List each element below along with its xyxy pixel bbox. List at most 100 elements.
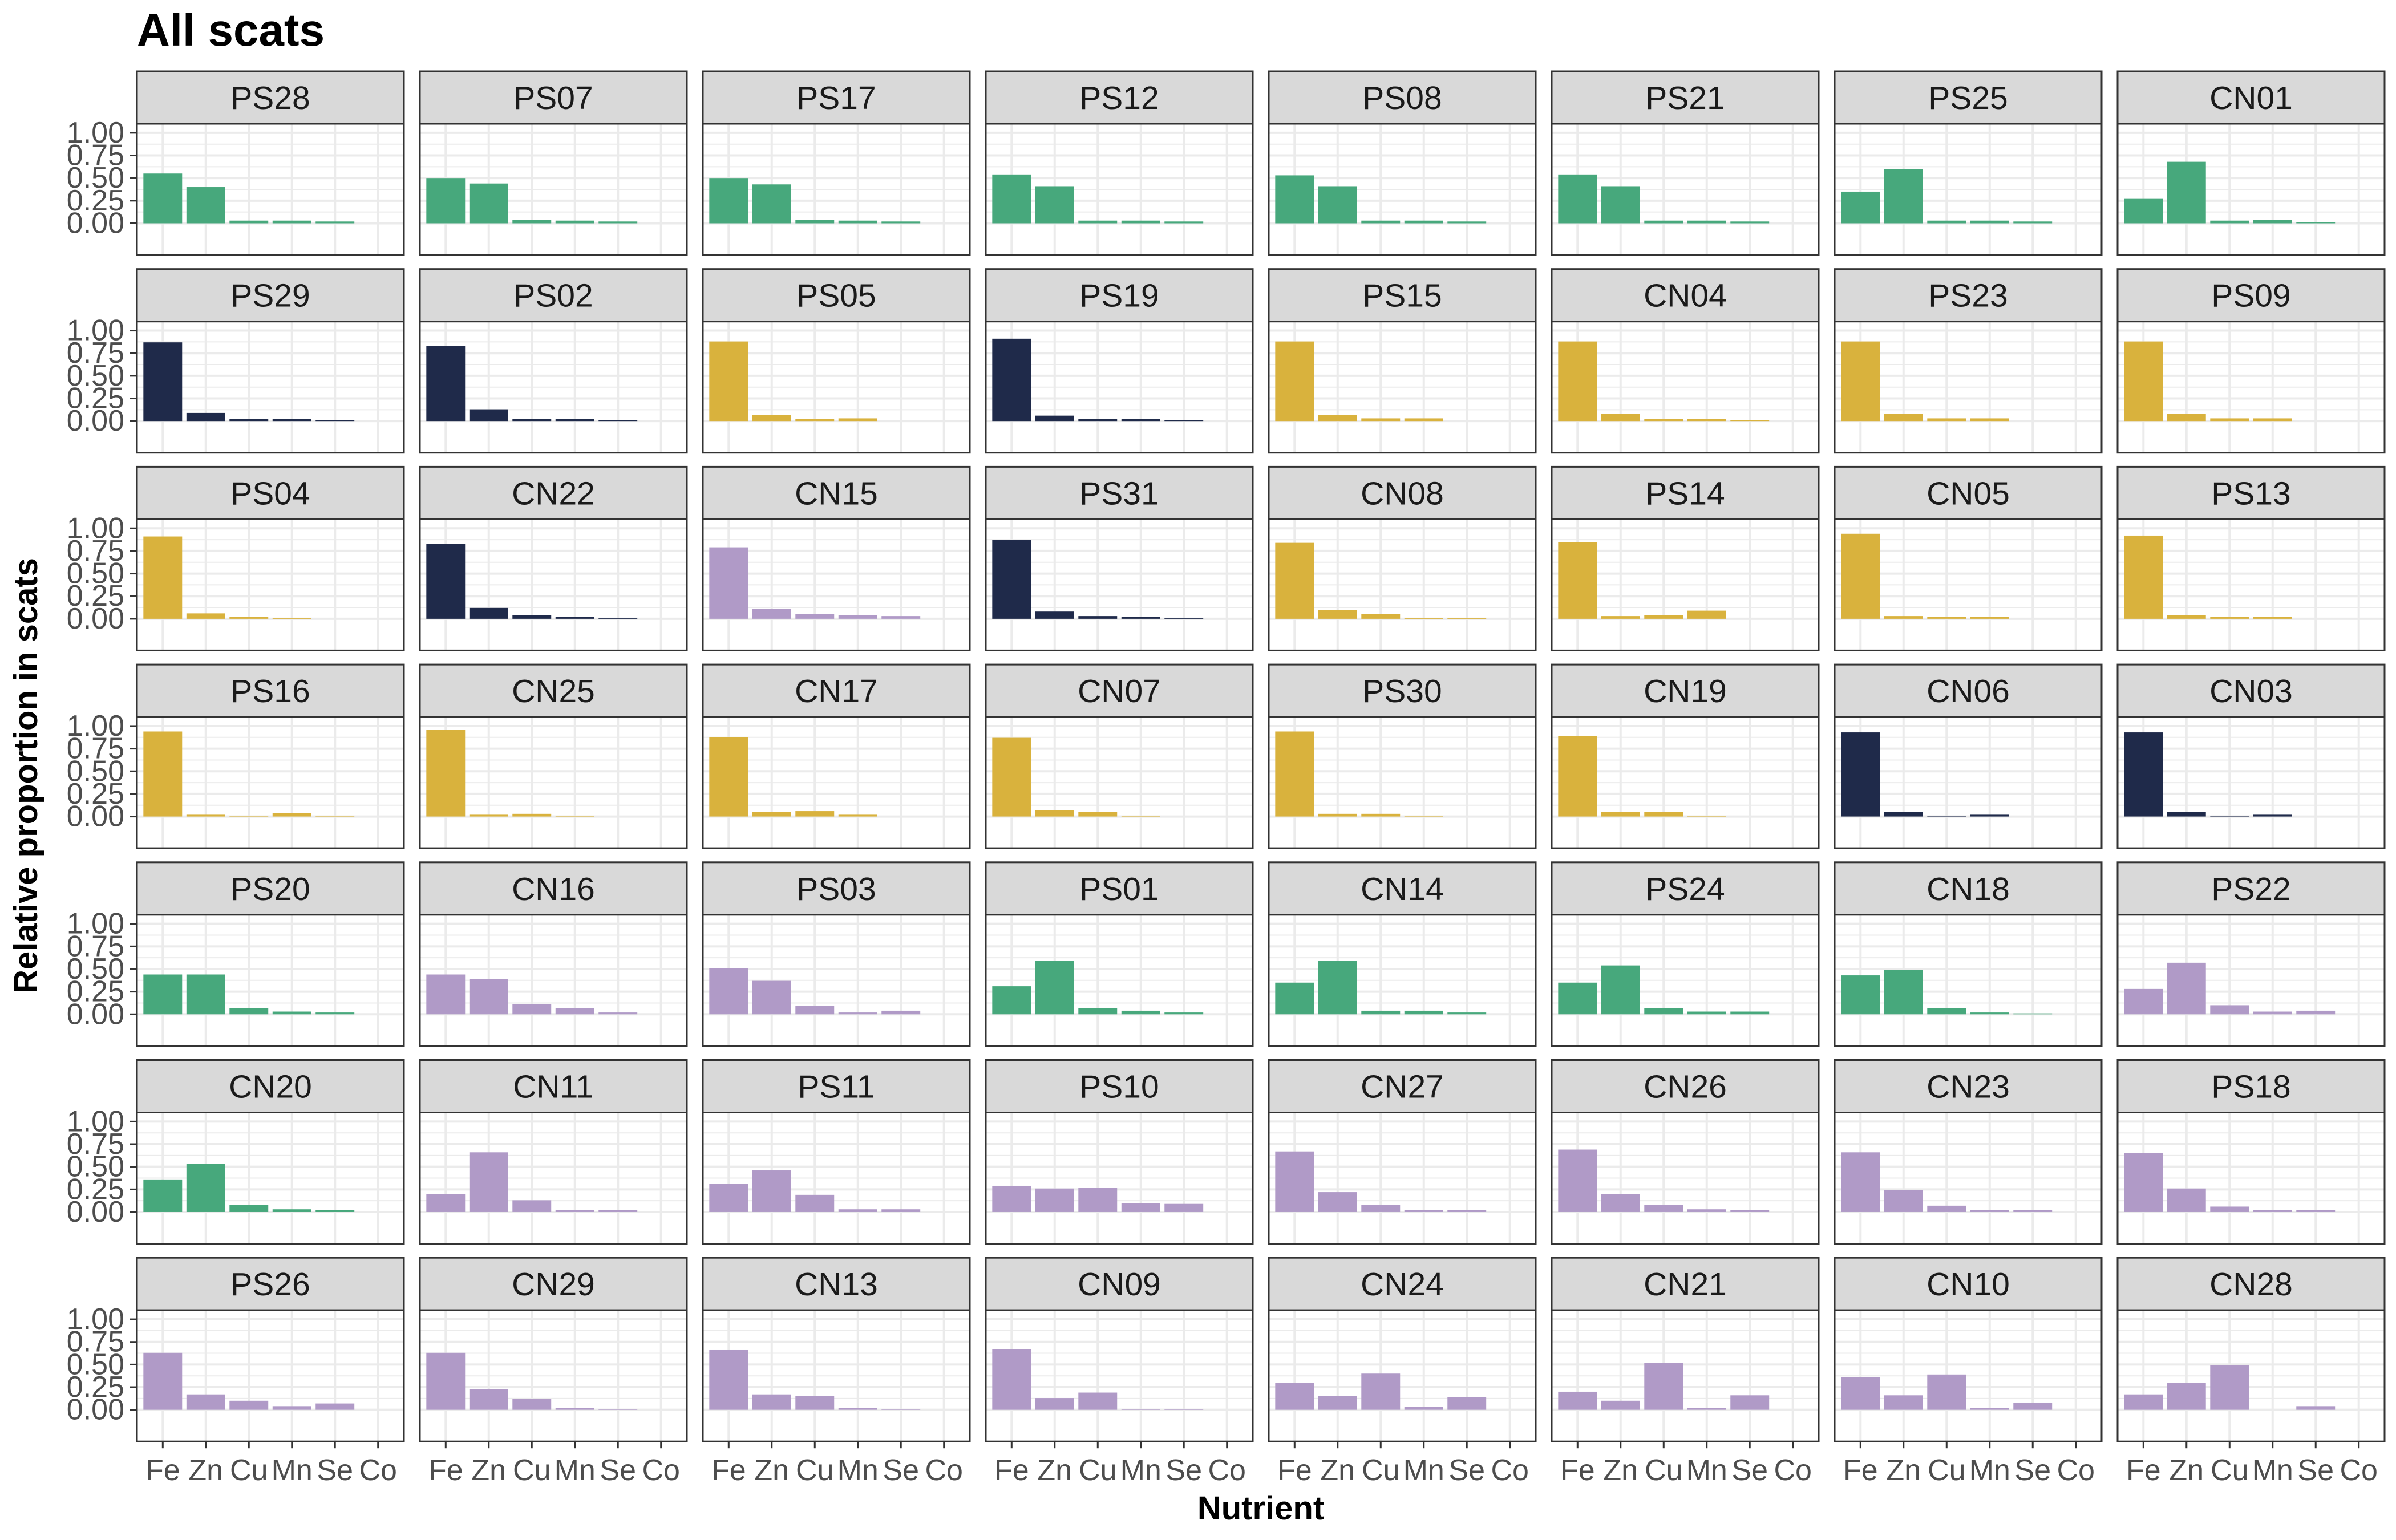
bar-Se	[1164, 1409, 1204, 1410]
strip-label: CN06	[1926, 673, 2010, 710]
strip-label: PS15	[1362, 278, 1442, 314]
bar-Mn	[272, 1011, 311, 1015]
bar-Se	[2013, 221, 2053, 224]
bar-Se	[881, 616, 921, 619]
y-tick-label: 0.00	[67, 998, 124, 1031]
panel-border	[1834, 716, 2103, 849]
bar-Mn	[1404, 815, 1443, 817]
facet-panel: PS01	[985, 861, 1254, 1047]
strip-background	[419, 1257, 688, 1311]
facet-panel: CN21 Fe Zn Cu Mn Se Co	[1551, 1257, 1820, 1487]
bar-Mn	[1404, 418, 1443, 422]
facet-panel: CN20 0.000.250.500.751.00	[67, 1059, 405, 1245]
bar-Cu	[1361, 1205, 1401, 1212]
strip-label: CN27	[1361, 1069, 1444, 1105]
x-tick-label: Zn	[2169, 1454, 2204, 1487]
x-tick-label: Zn	[754, 1454, 789, 1487]
bar-Zn	[752, 184, 791, 224]
bar-Fe	[143, 1352, 183, 1410]
x-tick-label: Zn	[188, 1454, 223, 1487]
strip-label: CN14	[1361, 871, 1444, 907]
strip-label: CN09	[1078, 1266, 1161, 1303]
strip-label: CN13	[795, 1266, 878, 1303]
bar-Fe	[709, 1349, 748, 1410]
x-tick-label: Zn	[1603, 1454, 1638, 1487]
y-tick-label: 0.50	[67, 755, 124, 788]
bar-Mn	[838, 220, 877, 224]
y-tick-label: 0.00	[67, 1195, 124, 1229]
bar-Se	[598, 420, 638, 422]
bar-Zn	[1035, 186, 1074, 224]
bar-Fe	[1275, 341, 1314, 422]
bar-Se	[2013, 1210, 2053, 1212]
x-tick-label: Mn	[555, 1454, 596, 1487]
bar-Zn	[1035, 1188, 1074, 1212]
facet-panel: CN10 Fe Zn Cu Mn Se Co	[1834, 1257, 2103, 1487]
facet-panel: CN24 Fe Zn Cu Mn Se Co	[1268, 1257, 1537, 1487]
bar-Zn	[1601, 616, 1640, 619]
facet-panel: PS08	[1268, 70, 1537, 256]
bar-Zn	[1318, 961, 1357, 1015]
bar-Mn	[1970, 220, 2009, 224]
bar-Cu	[795, 614, 835, 619]
x-tick-label: Se	[317, 1454, 353, 1487]
bar-Cu	[512, 1004, 552, 1015]
facet-panel: PS12	[985, 70, 1254, 256]
bar-Zn	[1601, 812, 1640, 817]
x-tick-label: Fe	[1277, 1454, 1312, 1487]
strip-background	[702, 70, 971, 125]
x-tick-label: Co	[925, 1454, 962, 1487]
bar-Cu	[1644, 1363, 1683, 1410]
facet-panel: CN19	[1551, 663, 1820, 849]
bar-Se	[1730, 420, 1770, 422]
panel-border	[419, 518, 688, 651]
panel-border	[1551, 716, 1820, 849]
bar-Zn	[186, 187, 225, 224]
panel-border	[136, 123, 405, 256]
x-tick-label: Co	[1208, 1454, 1245, 1487]
strip-background	[136, 861, 405, 916]
strip-label: PS25	[1928, 80, 2008, 116]
bar-Se	[1730, 1395, 1770, 1410]
panel-border	[702, 321, 971, 454]
x-tick-label: Mn	[1686, 1454, 1727, 1487]
x-tick-label: Co	[2057, 1454, 2094, 1487]
bar-Fe	[1275, 982, 1314, 1015]
bar-Zn	[186, 974, 225, 1015]
bar-Fe	[709, 736, 748, 817]
x-tick-label: Co	[359, 1454, 396, 1487]
bar-Cu	[795, 811, 835, 817]
bar-Cu	[795, 419, 835, 422]
bar-Zn	[1884, 812, 1923, 817]
panel-border	[136, 518, 405, 651]
bar-Fe	[1841, 191, 1880, 224]
x-tick-label: Zn	[471, 1454, 506, 1487]
bar-Fe	[426, 1352, 466, 1410]
y-tick-label: 0.00	[67, 206, 124, 240]
bar-Se	[2296, 1010, 2336, 1015]
bar-Zn	[1884, 616, 1923, 619]
bar-Se	[2013, 1402, 2053, 1410]
x-tick-label: Cu	[1079, 1454, 1116, 1487]
bar-Fe	[143, 342, 183, 422]
facet-panel: PS05	[702, 268, 971, 454]
bar-Mn	[272, 1406, 311, 1410]
bar-Se	[881, 221, 921, 224]
bar-Fe	[1275, 1151, 1314, 1212]
strip-label: PS09	[2211, 278, 2290, 314]
strip-label: CN17	[795, 673, 878, 710]
facet-panel: CN08	[1268, 465, 1537, 651]
facet-panel: CN23	[1834, 1059, 2103, 1245]
bar-Se	[315, 1403, 355, 1410]
strip-label: PS28	[230, 80, 310, 116]
bar-Fe	[143, 731, 183, 817]
panel-border	[2116, 518, 2386, 651]
bar-Se	[598, 1409, 638, 1410]
bar-Fe	[1841, 1377, 1880, 1410]
y-tick-label: 1.00	[67, 116, 124, 149]
strip-background	[985, 861, 1254, 916]
bar-Mn	[1121, 815, 1160, 817]
bar-Zn	[752, 1394, 791, 1410]
bar-Mn	[838, 1209, 877, 1212]
x-tick-label: Fe	[2126, 1454, 2161, 1487]
